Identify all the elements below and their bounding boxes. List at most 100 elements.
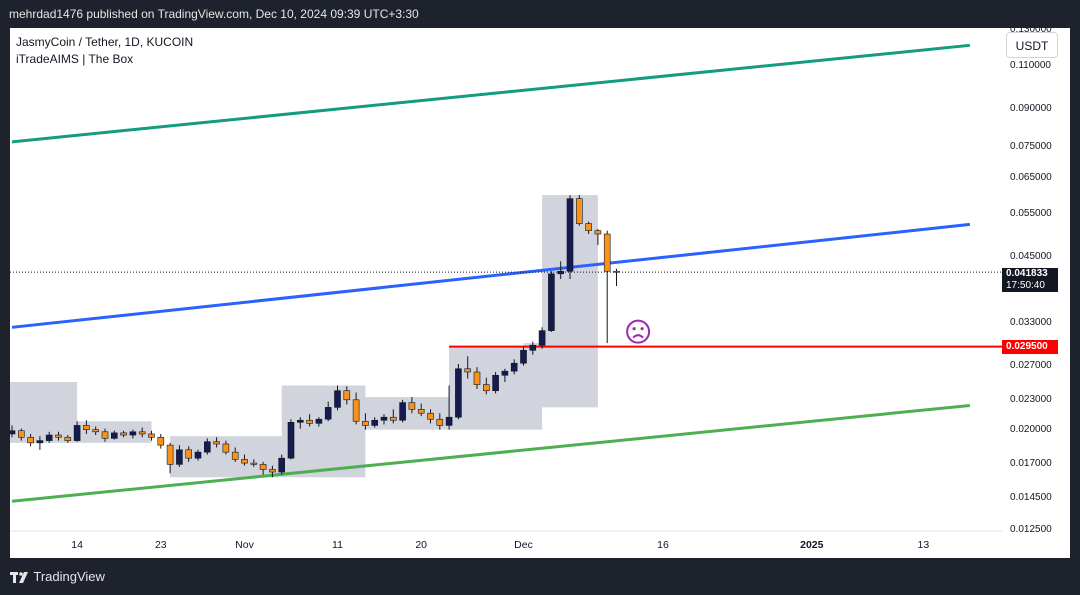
- candle-body: [594, 230, 602, 235]
- candle-body: [473, 371, 481, 385]
- price-tick: 0.045000: [1010, 250, 1052, 262]
- candle-body: [399, 402, 406, 421]
- candle-body: [120, 432, 127, 436]
- range-box: [281, 385, 366, 478]
- price-tick: 0.020000: [1010, 423, 1052, 435]
- candle-body: [10, 430, 16, 435]
- time-tick: 23: [155, 539, 167, 551]
- upper-trend-line[interactable]: [11, 43, 971, 144]
- candle-body: [557, 270, 565, 275]
- candle-body: [362, 420, 369, 426]
- candle-body: [222, 443, 230, 453]
- chart-panel[interactable]: 14 23 Nov 11 20 Dec 16 2025 13 JasmyCoin / Tethe…: [10, 28, 1002, 558]
- brand-name: TradingView: [33, 569, 105, 584]
- candle-body: [176, 449, 183, 465]
- candle-body: [501, 370, 509, 376]
- time-tick: 11: [332, 539, 343, 551]
- time-tick: 13: [918, 539, 930, 551]
- chart-legend: JasmyCoin / Tether, 1D, KUCOIN iTradeAIM…: [16, 34, 193, 68]
- candle-body: [138, 431, 146, 435]
- time-tick: 16: [657, 539, 669, 551]
- candle-body: [129, 431, 137, 436]
- candle-body: [101, 431, 109, 439]
- frown-mouth: [632, 334, 644, 339]
- candle-body: [455, 368, 462, 418]
- candle-body: [371, 419, 379, 426]
- candle-body: [111, 432, 118, 439]
- currency-button[interactable]: USDT: [1006, 32, 1058, 58]
- time-tick: 20: [415, 539, 427, 551]
- candle-body: [529, 344, 537, 351]
- candle-body: [520, 350, 527, 364]
- candle-body: [417, 408, 425, 414]
- candle-body: [166, 444, 174, 465]
- candle-body: [83, 425, 90, 430]
- candle-body: [278, 457, 286, 473]
- frown-eye-right: [640, 327, 644, 331]
- price-tick: 0.065000: [1010, 171, 1052, 183]
- candle-body: [389, 416, 397, 421]
- candle-body: [575, 198, 583, 224]
- lower-trend-line[interactable]: [11, 403, 971, 503]
- price-tick: 0.014500: [1010, 492, 1052, 504]
- candle-body: [92, 429, 99, 433]
- candle-body: [287, 422, 295, 459]
- candle-body: [427, 412, 434, 420]
- candle-body: [566, 198, 574, 272]
- candle-body: [352, 399, 360, 422]
- price-tick: 0.130000: [1010, 28, 1052, 35]
- candle-body: [27, 436, 34, 444]
- price-tick: 0.075000: [1010, 141, 1052, 153]
- middle-trend-line[interactable]: [11, 222, 971, 329]
- range-box: [365, 397, 450, 430]
- candle-body: [603, 233, 611, 272]
- current-price-label: 0.041833 17:50:40: [1002, 268, 1058, 293]
- price-tick: 0.055000: [1010, 207, 1052, 219]
- publisher-text: mehrdad1476 published on TradingView.com…: [9, 7, 419, 21]
- candle-body: [18, 430, 25, 438]
- candle-body: [148, 433, 155, 438]
- candle-body: [296, 419, 304, 423]
- price-tick: 0.090000: [1010, 102, 1052, 114]
- price-tick: 0.110000: [1010, 59, 1051, 71]
- price-chart[interactable]: 14 23 Nov 11 20 Dec 16 2025 13: [10, 28, 1002, 558]
- candle-body: [55, 434, 62, 438]
- tradingview-logo[interactable]: TradingView: [10, 563, 105, 591]
- price-tick: 0.033000: [1010, 316, 1052, 328]
- candle-body: [241, 459, 248, 464]
- time-tick: 2025: [800, 539, 824, 551]
- countdown: 17:50:40: [1006, 280, 1045, 292]
- price-axis[interactable]: 0.130000 0.110000 0.090000 0.075000 0.065000…: [1002, 28, 1070, 558]
- footer: TradingView: [0, 563, 1080, 595]
- candle-body: [269, 469, 276, 473]
- candle-body: [204, 441, 211, 453]
- candle-body: [436, 418, 444, 426]
- candle-body: [64, 436, 72, 441]
- axis-gap: [1070, 28, 1080, 558]
- candle-body: [334, 390, 341, 408]
- candle-body: [73, 425, 81, 441]
- candle-body: [324, 407, 332, 420]
- candle-body: [231, 451, 239, 460]
- candle-body: [157, 436, 165, 446]
- candle-body: [343, 390, 351, 401]
- candle-body: [380, 416, 388, 421]
- candle-body: [408, 402, 416, 410]
- tradingview-logo-icon: [10, 571, 28, 583]
- time-tick: Nov: [235, 539, 254, 551]
- range-box: [523, 343, 598, 408]
- candle-body: [464, 368, 472, 373]
- candle-body: [492, 374, 499, 392]
- symbol-title[interactable]: JasmyCoin / Tether, 1D, KUCOIN: [16, 35, 194, 49]
- candle-body: [482, 384, 490, 392]
- publish-header: mehrdad1476 published on TradingView.com…: [0, 0, 1080, 28]
- candle-body: [45, 434, 53, 441]
- price-tick: 0.017000: [1010, 458, 1052, 470]
- frown-face-icon: [626, 319, 651, 344]
- candle-body: [259, 464, 267, 470]
- candle-body: [585, 223, 592, 231]
- indicator-title[interactable]: iTradeAIMS | The Box: [16, 52, 134, 66]
- frown-eye-left: [632, 327, 636, 331]
- time-tick: 14: [71, 539, 83, 551]
- candle-body: [185, 449, 192, 459]
